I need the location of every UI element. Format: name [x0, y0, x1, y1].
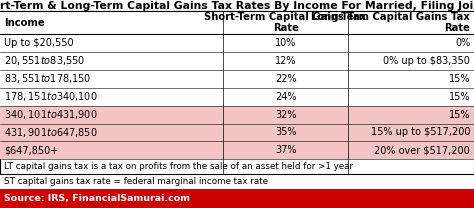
Text: $178,151 to $340,100: $178,151 to $340,100: [4, 90, 98, 103]
Text: ST capital gains tax rate = federal marginal income tax rate: ST capital gains tax rate = federal marg…: [4, 177, 268, 186]
Text: $83,551 to $178,150: $83,551 to $178,150: [4, 72, 91, 85]
Text: 15%: 15%: [449, 110, 470, 120]
FancyBboxPatch shape: [0, 141, 474, 159]
FancyBboxPatch shape: [0, 34, 474, 52]
Text: Income: Income: [4, 18, 45, 28]
Text: Short-Term Capital Gains Tax
Rate: Short-Term Capital Gains Tax Rate: [204, 12, 367, 33]
Text: Source: IRS, FinancialSamurai.com: Source: IRS, FinancialSamurai.com: [4, 194, 190, 203]
FancyBboxPatch shape: [0, 52, 474, 70]
FancyBboxPatch shape: [0, 11, 474, 34]
FancyBboxPatch shape: [0, 106, 474, 124]
Text: 32%: 32%: [275, 110, 296, 120]
Text: 20% over $517,200: 20% over $517,200: [374, 145, 470, 155]
Text: 0%: 0%: [455, 38, 470, 48]
Text: $20,551 to $83,550: $20,551 to $83,550: [4, 54, 85, 67]
Text: $647,850+: $647,850+: [4, 145, 58, 155]
Text: 15%: 15%: [449, 74, 470, 84]
Text: 0% up to $83,350: 0% up to $83,350: [383, 56, 470, 66]
FancyBboxPatch shape: [0, 124, 474, 141]
Text: LT capital gains tax is a tax on profits from the sale of an asset held for >1 y: LT capital gains tax is a tax on profits…: [4, 162, 353, 171]
FancyBboxPatch shape: [0, 70, 474, 88]
Text: $431,901 to $647,850: $431,901 to $647,850: [4, 126, 98, 139]
FancyBboxPatch shape: [0, 189, 474, 208]
Text: 15% up to $517,200: 15% up to $517,200: [371, 128, 470, 137]
Text: Short-Term & Long-Term Capital Gains Tax Rates By Income For Married, Filing Joi: Short-Term & Long-Term Capital Gains Tax…: [0, 1, 474, 11]
Text: $340,101 to $431,900: $340,101 to $431,900: [4, 108, 98, 121]
Text: 15%: 15%: [449, 92, 470, 102]
Text: Long-Term Capital Gains Tax
Rate: Long-Term Capital Gains Tax Rate: [311, 12, 470, 33]
Text: 35%: 35%: [275, 128, 296, 137]
Text: 12%: 12%: [275, 56, 296, 66]
Text: 22%: 22%: [275, 74, 296, 84]
Text: Up to $20,550: Up to $20,550: [4, 38, 73, 48]
Text: 10%: 10%: [275, 38, 296, 48]
Text: 37%: 37%: [275, 145, 296, 155]
FancyBboxPatch shape: [0, 88, 474, 106]
Text: 24%: 24%: [275, 92, 296, 102]
